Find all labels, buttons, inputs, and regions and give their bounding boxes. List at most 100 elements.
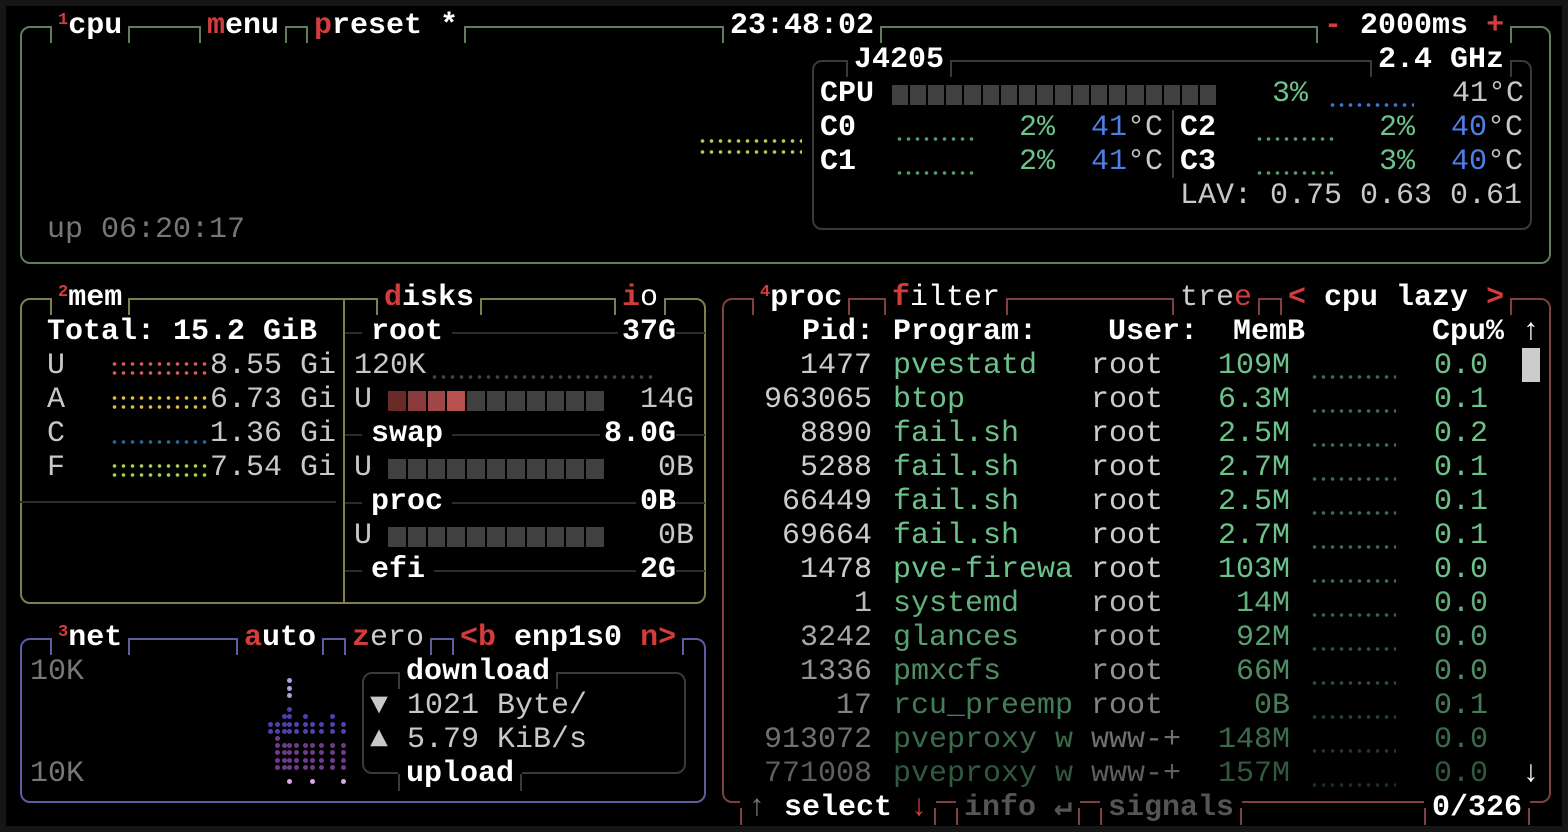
label-text: reset * xyxy=(332,9,459,43)
menu-button[interactable]: menu xyxy=(199,9,288,43)
core-temp-unit: °C xyxy=(1127,111,1164,145)
tree-toggle[interactable]: tree xyxy=(1172,281,1261,315)
process-memory: 148M xyxy=(1217,723,1290,757)
net-graph-dot xyxy=(275,757,280,763)
disk-name[interactable]: proc xyxy=(362,485,453,519)
io-toggle[interactable]: io xyxy=(614,281,667,315)
process-cpu-sparkline xyxy=(1310,748,1396,754)
meter-segment xyxy=(467,391,486,411)
meter-segment xyxy=(487,459,505,479)
meter-segment xyxy=(388,391,406,411)
proc-panel-title[interactable]: 4proc xyxy=(752,281,851,315)
upload-rate: 5.79 KiB/s xyxy=(407,723,588,757)
process-cpu: 0.0 xyxy=(1434,553,1489,587)
meter-segment xyxy=(1145,85,1162,105)
cpu-graph xyxy=(698,138,802,144)
signals-button[interactable]: signals xyxy=(1100,791,1243,825)
disk-name[interactable]: efi xyxy=(362,553,435,587)
process-pid: 1 xyxy=(853,587,872,621)
net-auto-toggle[interactable]: auto xyxy=(236,621,325,655)
decrease-interval-button[interactable]: - xyxy=(1324,9,1343,43)
meter-segment xyxy=(407,527,426,547)
label-text: p xyxy=(314,9,333,43)
header-cpu[interactable]: Cpu% xyxy=(1432,315,1505,349)
cpu-panel-title[interactable]: 1cpu xyxy=(50,9,131,43)
net-graph-dot xyxy=(310,743,315,749)
scrollbar-thumb[interactable] xyxy=(1522,348,1540,382)
process-cpu-sparkline xyxy=(1310,510,1396,516)
net-graph-dot xyxy=(268,721,273,727)
process-cpu: 0.1 xyxy=(1434,689,1489,723)
mem-disks-divider xyxy=(343,298,345,604)
header-user[interactable]: User: xyxy=(1108,315,1199,349)
process-memory: 109M xyxy=(1217,349,1290,383)
net-graph-dot xyxy=(282,721,287,727)
label-text: tre xyxy=(1180,281,1235,315)
scroll-up-icon[interactable]: ↑ xyxy=(1522,315,1541,349)
sort-selector[interactable]: < cpu lazy > xyxy=(1280,281,1513,315)
meter-segment xyxy=(586,391,604,411)
process-cpu: 0.0 xyxy=(1434,349,1489,383)
sort-next-button[interactable]: > xyxy=(1486,281,1505,315)
cpu-total-temp: 41°C xyxy=(1452,77,1525,111)
increase-interval-button[interactable]: + xyxy=(1486,9,1505,43)
process-user: www-+ xyxy=(1091,723,1182,757)
mem-panel-title[interactable]: 2mem xyxy=(50,281,131,315)
interface-name: enp1s0 xyxy=(514,621,623,655)
net-graph-dot xyxy=(330,721,335,727)
process-program: fail.sh xyxy=(893,451,1020,485)
net-graph-dot xyxy=(319,728,324,734)
label-text: ero xyxy=(370,621,425,655)
label-text: proc xyxy=(770,281,843,315)
meter-segment xyxy=(964,85,981,105)
download-label: download xyxy=(398,655,559,689)
sort-prev-button[interactable]: < xyxy=(1288,281,1307,315)
net-graph-dot xyxy=(303,764,308,770)
process-memory: 14M xyxy=(1235,587,1290,621)
info-button[interactable]: info ↵ xyxy=(956,791,1081,825)
next-interface-button[interactable]: n> xyxy=(640,621,677,655)
mem-meter xyxy=(110,439,209,445)
net-graph-dot xyxy=(303,757,308,763)
net-graph-dot xyxy=(294,764,299,770)
process-memory: 6.3M xyxy=(1217,383,1290,417)
mem-row-value: 8.55 Gi xyxy=(210,349,337,383)
net-graph-dot xyxy=(282,757,287,763)
process-user: root xyxy=(1091,553,1164,587)
disks-title[interactable]: disks xyxy=(376,281,483,315)
mem-row-label: A xyxy=(47,383,66,417)
filter-button[interactable]: filter xyxy=(884,281,1009,315)
core-sparkline xyxy=(1255,136,1335,142)
disk-name[interactable]: swap xyxy=(362,417,453,451)
label-text: 3 xyxy=(58,623,69,642)
net-graph-dot xyxy=(319,764,324,770)
meter-segment xyxy=(1199,85,1216,105)
meter-segment xyxy=(427,527,446,547)
disk-usage-meter xyxy=(388,527,604,547)
scroll-down-icon[interactable]: ↓ xyxy=(1522,757,1541,791)
process-user: root xyxy=(1091,485,1164,519)
mem-row-value: 6.73 Gi xyxy=(210,383,337,417)
disk-separator xyxy=(345,502,705,504)
header-program[interactable]: Program: xyxy=(893,315,1038,349)
select-up-icon: ↑ xyxy=(748,791,767,825)
upload-label: upload xyxy=(398,757,523,791)
process-pid: 913072 xyxy=(763,723,872,757)
net-graph-dot xyxy=(319,750,324,756)
prev-interface-button[interactable]: <b xyxy=(460,621,497,655)
net-graph-dot xyxy=(330,714,335,720)
net-zero-toggle[interactable]: zero xyxy=(344,621,433,655)
header-memory[interactable]: MemB xyxy=(1233,315,1306,349)
meter-segment xyxy=(546,527,565,547)
net-graph-dot xyxy=(310,721,315,727)
process-cpu-sparkline xyxy=(1310,408,1396,414)
net-interface-selector[interactable]: <b enp1s0 n> xyxy=(452,621,685,655)
net-panel-title[interactable]: 3net xyxy=(50,621,131,655)
core-temp: 41 xyxy=(1091,145,1128,179)
select-control[interactable]: ↑ select ↓ xyxy=(740,791,937,825)
update-interval: - 2000ms + xyxy=(1316,9,1513,43)
header-pid[interactable]: Pid: xyxy=(801,315,874,349)
disk-name[interactable]: root xyxy=(362,315,453,349)
preset-button[interactable]: preset * xyxy=(306,9,467,43)
process-user: root xyxy=(1091,689,1164,723)
